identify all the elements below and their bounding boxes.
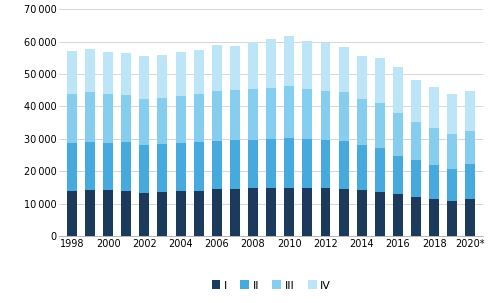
Bar — [411, 122, 421, 160]
Bar — [339, 92, 349, 141]
Bar — [103, 95, 113, 142]
Bar — [67, 95, 77, 142]
Bar — [411, 80, 421, 122]
Bar — [411, 160, 421, 197]
Bar — [67, 142, 77, 191]
Bar — [429, 128, 439, 165]
Bar — [157, 98, 168, 145]
Bar — [393, 113, 403, 155]
Bar — [429, 87, 439, 128]
Bar — [465, 91, 475, 131]
Bar — [339, 141, 349, 188]
Bar — [393, 67, 403, 113]
Bar — [393, 155, 403, 194]
Bar — [230, 188, 240, 236]
Bar — [194, 191, 204, 236]
Bar — [284, 188, 294, 236]
Bar — [447, 201, 458, 236]
Bar — [447, 94, 458, 134]
Bar — [266, 188, 276, 236]
Bar — [375, 148, 385, 191]
Bar — [248, 188, 258, 236]
Bar — [212, 141, 222, 188]
Bar — [194, 142, 204, 191]
Bar — [121, 142, 131, 191]
Bar — [302, 88, 313, 139]
Bar — [85, 190, 95, 236]
Bar — [375, 191, 385, 236]
Bar — [284, 36, 294, 86]
Bar — [284, 138, 294, 188]
Bar — [302, 188, 313, 236]
Bar — [447, 169, 458, 201]
Bar — [85, 92, 95, 142]
Bar — [121, 95, 131, 142]
Bar — [357, 190, 367, 236]
Bar — [212, 45, 222, 91]
Bar — [176, 52, 185, 96]
Bar — [465, 131, 475, 164]
Bar — [212, 188, 222, 236]
Bar — [248, 42, 258, 89]
Bar — [176, 96, 185, 144]
Bar — [248, 89, 258, 140]
Bar — [375, 58, 385, 103]
Bar — [284, 86, 294, 138]
Bar — [230, 140, 240, 188]
Bar — [302, 139, 313, 188]
Bar — [176, 191, 185, 236]
Bar — [194, 95, 204, 142]
Bar — [140, 145, 149, 192]
Bar — [212, 91, 222, 141]
Bar — [194, 50, 204, 95]
Bar — [121, 191, 131, 236]
Bar — [339, 188, 349, 236]
Bar — [302, 41, 313, 89]
Bar — [429, 199, 439, 236]
Bar — [447, 134, 458, 169]
Bar — [140, 56, 149, 99]
Bar — [121, 53, 131, 95]
Bar — [320, 188, 330, 236]
Bar — [230, 90, 240, 140]
Bar — [157, 192, 168, 236]
Bar — [357, 99, 367, 145]
Bar — [140, 192, 149, 236]
Legend: I, II, III, IV: I, II, III, IV — [207, 276, 335, 295]
Bar — [357, 145, 367, 190]
Bar — [85, 142, 95, 190]
Bar — [85, 49, 95, 92]
Bar — [465, 164, 475, 199]
Bar — [429, 165, 439, 199]
Bar — [248, 140, 258, 188]
Bar — [67, 191, 77, 236]
Bar — [465, 199, 475, 236]
Bar — [140, 99, 149, 145]
Bar — [375, 103, 385, 148]
Bar — [393, 194, 403, 236]
Bar — [103, 52, 113, 95]
Bar — [266, 39, 276, 88]
Bar — [157, 55, 168, 98]
Bar — [339, 47, 349, 92]
Bar — [230, 46, 240, 90]
Bar — [67, 51, 77, 95]
Bar — [320, 91, 330, 140]
Bar — [103, 190, 113, 236]
Bar — [157, 145, 168, 192]
Bar — [357, 56, 367, 99]
Bar — [320, 140, 330, 188]
Bar — [266, 139, 276, 188]
Bar — [411, 197, 421, 236]
Bar — [266, 88, 276, 139]
Bar — [176, 144, 185, 191]
Bar — [103, 142, 113, 190]
Bar — [320, 43, 330, 91]
